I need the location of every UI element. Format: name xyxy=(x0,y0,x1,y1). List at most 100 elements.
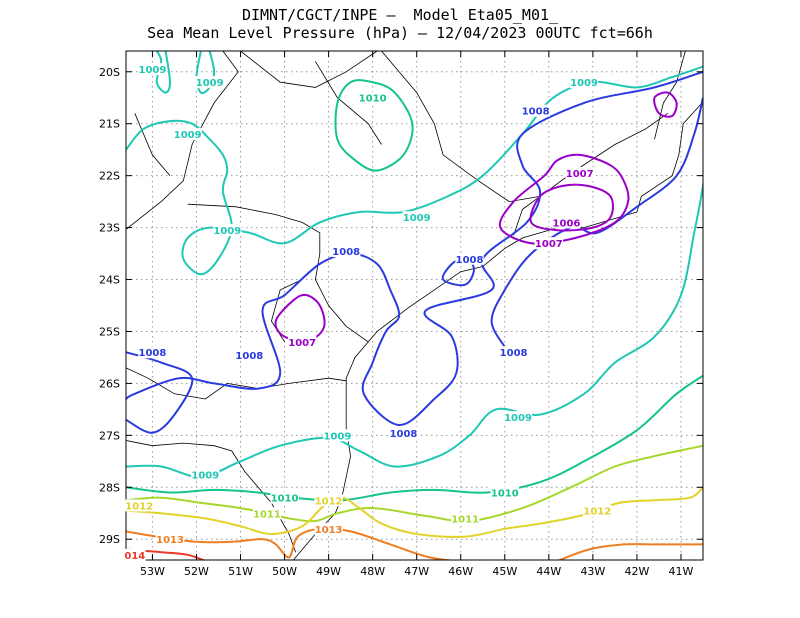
isobar-label-bg xyxy=(499,346,528,359)
lat-tick-label: 21S xyxy=(99,118,120,131)
isobar-label: 1009 xyxy=(213,226,241,237)
isobar-label-bg xyxy=(173,128,202,141)
coast-segment xyxy=(126,51,239,230)
isobar-label-bg xyxy=(138,63,167,76)
lat-lon-grid xyxy=(126,51,703,560)
isobar-label: 1009 xyxy=(403,213,431,224)
lat-tick-label: 26S xyxy=(99,377,120,390)
isobar-label: 1009 xyxy=(174,130,202,141)
lon-tick-label: 44W xyxy=(536,565,561,578)
isobar-label-bg xyxy=(235,348,264,361)
lon-tick-label: 48W xyxy=(360,565,385,578)
isobar-label: 1007 xyxy=(566,169,594,180)
isobar-label-bg xyxy=(125,499,154,512)
isobar-label: 1008 xyxy=(235,351,263,362)
isobar-1009 xyxy=(195,51,216,95)
lon-tick-label: 50W xyxy=(272,565,297,578)
coast-segment xyxy=(240,51,378,88)
isobar-label: 1009 xyxy=(191,470,219,481)
coast-segment xyxy=(134,113,171,176)
isobar-label: 1009 xyxy=(504,413,532,424)
isobar-label: 1009 xyxy=(323,431,351,442)
isobar-1006 xyxy=(529,183,614,232)
map-title: DIMNT/CGCT/INPE – Model Eta05_M01_ Sea M… xyxy=(0,6,800,42)
isobar-label: 1008 xyxy=(500,348,528,359)
isobar-label-bg xyxy=(450,512,480,525)
coast-segment xyxy=(513,196,541,236)
plot-frame xyxy=(125,50,704,561)
lat-tick-label: 24S xyxy=(99,274,120,287)
isobar-label: 1008 xyxy=(456,255,484,266)
isobar-label: 1008 xyxy=(332,247,360,258)
lat-tick-label: 29S xyxy=(99,533,120,546)
isobar-1010 xyxy=(334,79,414,172)
lon-tick-label: 53W xyxy=(140,565,165,578)
coast-segment xyxy=(381,51,418,93)
isobar-label-bg xyxy=(314,522,343,535)
isobar-1009 xyxy=(155,51,172,94)
coast-segment xyxy=(416,92,669,203)
lon-tick-label: 45W xyxy=(492,565,517,578)
isobar-label-bg xyxy=(195,76,224,89)
isobar-label: 1013 xyxy=(315,525,343,536)
lon-tick-label: 43W xyxy=(580,565,605,578)
isobar-label-bg xyxy=(213,224,242,237)
isobar-label: 1007 xyxy=(535,239,563,250)
coast-segment xyxy=(315,61,382,145)
isobar-label: 1007 xyxy=(288,338,316,349)
isobar-label-bg xyxy=(323,429,352,442)
isobar-label-bg xyxy=(314,494,343,507)
axis-ticks: 20S 21S 22S 23S 24S 25S 26S 27S 28S 29S 53W 52W 51W 5… xyxy=(99,51,703,578)
isobar-label: 1011 xyxy=(253,509,281,520)
isobar-label: 1009 xyxy=(570,78,598,89)
title-line-1: DIMNT/CGCT/INPE – Model Eta05_M01_ xyxy=(241,6,559,24)
isobar-label-bg xyxy=(252,507,282,520)
isobar-label: 1012 xyxy=(583,507,611,518)
lon-tick-label: 42W xyxy=(624,565,649,578)
isobar-label: 1008 xyxy=(139,348,167,359)
isobar-label: 1008 xyxy=(390,429,418,440)
isobar-1007 xyxy=(653,91,678,118)
isobar-label-bg xyxy=(490,486,519,499)
isobar-label: 1010 xyxy=(271,494,299,505)
isobar-1008 xyxy=(490,97,703,348)
isobar-label-bg xyxy=(191,468,220,481)
isobar-label-bg xyxy=(534,237,564,250)
isobar-1009 xyxy=(126,179,703,478)
isobar-labels: 1009 1009 1010 1009 1009 1008 1007 1006 1007 1009… xyxy=(123,63,612,562)
isobar-label-bg xyxy=(521,104,550,117)
isobar-label-bg xyxy=(155,533,185,546)
isobar-1008 xyxy=(126,351,194,434)
isobar-label-bg xyxy=(565,167,594,180)
isobar-label: 1008 xyxy=(522,107,550,118)
isobar-label-bg xyxy=(389,426,418,439)
isobar-1008 xyxy=(126,70,703,427)
lon-tick-label: 52W xyxy=(184,565,209,578)
coast-segment xyxy=(270,279,303,343)
coast-segment xyxy=(126,440,296,553)
isobar-label: 1010 xyxy=(359,94,387,105)
isobar-1010 xyxy=(126,374,703,502)
isobar-label: 1012 xyxy=(315,496,343,507)
isobar-label-bg xyxy=(332,244,361,257)
isobar-1007 xyxy=(498,153,630,245)
coastline-and-borders xyxy=(126,51,703,560)
lon-tick-label: 51W xyxy=(228,565,253,578)
isobar-label-bg xyxy=(138,346,167,359)
coast-segment xyxy=(126,367,347,400)
isobar-label-bg xyxy=(270,491,299,504)
isobar-label-bg xyxy=(455,252,484,265)
isobar-label-bg xyxy=(503,411,533,424)
lat-tick-label: 27S xyxy=(99,429,120,442)
isobar-label-bg xyxy=(123,548,146,561)
isobar-label: 1012 xyxy=(125,501,153,512)
lat-tick-label: 20S xyxy=(99,66,120,79)
lat-tick-label: 28S xyxy=(99,481,120,494)
lon-tick-label: 41W xyxy=(669,565,694,578)
isobar-1012 xyxy=(126,486,703,538)
coast-segment xyxy=(292,101,703,560)
isobar-label-bg xyxy=(583,504,612,517)
isobar-label: 014 xyxy=(124,551,145,562)
isobars xyxy=(126,51,703,560)
